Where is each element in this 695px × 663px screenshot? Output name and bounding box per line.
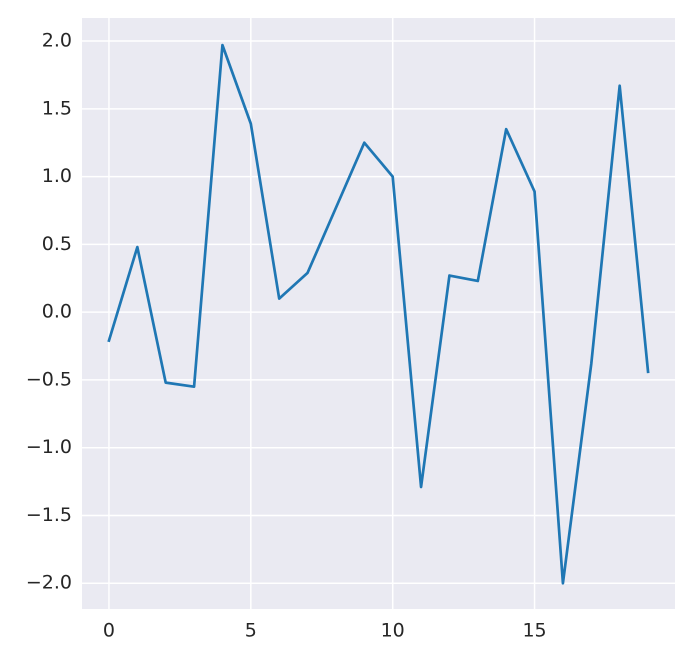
y-tick-label: 0.0 <box>42 301 72 323</box>
y-tick-label: 1.5 <box>42 97 72 119</box>
x-tick-label: 15 <box>522 620 546 642</box>
x-tick-label: 10 <box>381 620 405 642</box>
x-tick-label: 5 <box>245 620 257 642</box>
y-tick-label: 1.0 <box>42 165 72 187</box>
x-tick-label: 0 <box>103 620 115 642</box>
plot-background <box>82 18 675 609</box>
line <box>107 43 650 585</box>
y-tick-label: −1.5 <box>26 504 72 526</box>
y-tick-label: −0.5 <box>26 368 72 390</box>
y-tick-label: 2.0 <box>42 30 72 52</box>
y-tick-label: −1.0 <box>26 436 72 458</box>
y-tick-label: −2.0 <box>26 572 72 594</box>
y-tick-label: 0.5 <box>42 233 72 255</box>
